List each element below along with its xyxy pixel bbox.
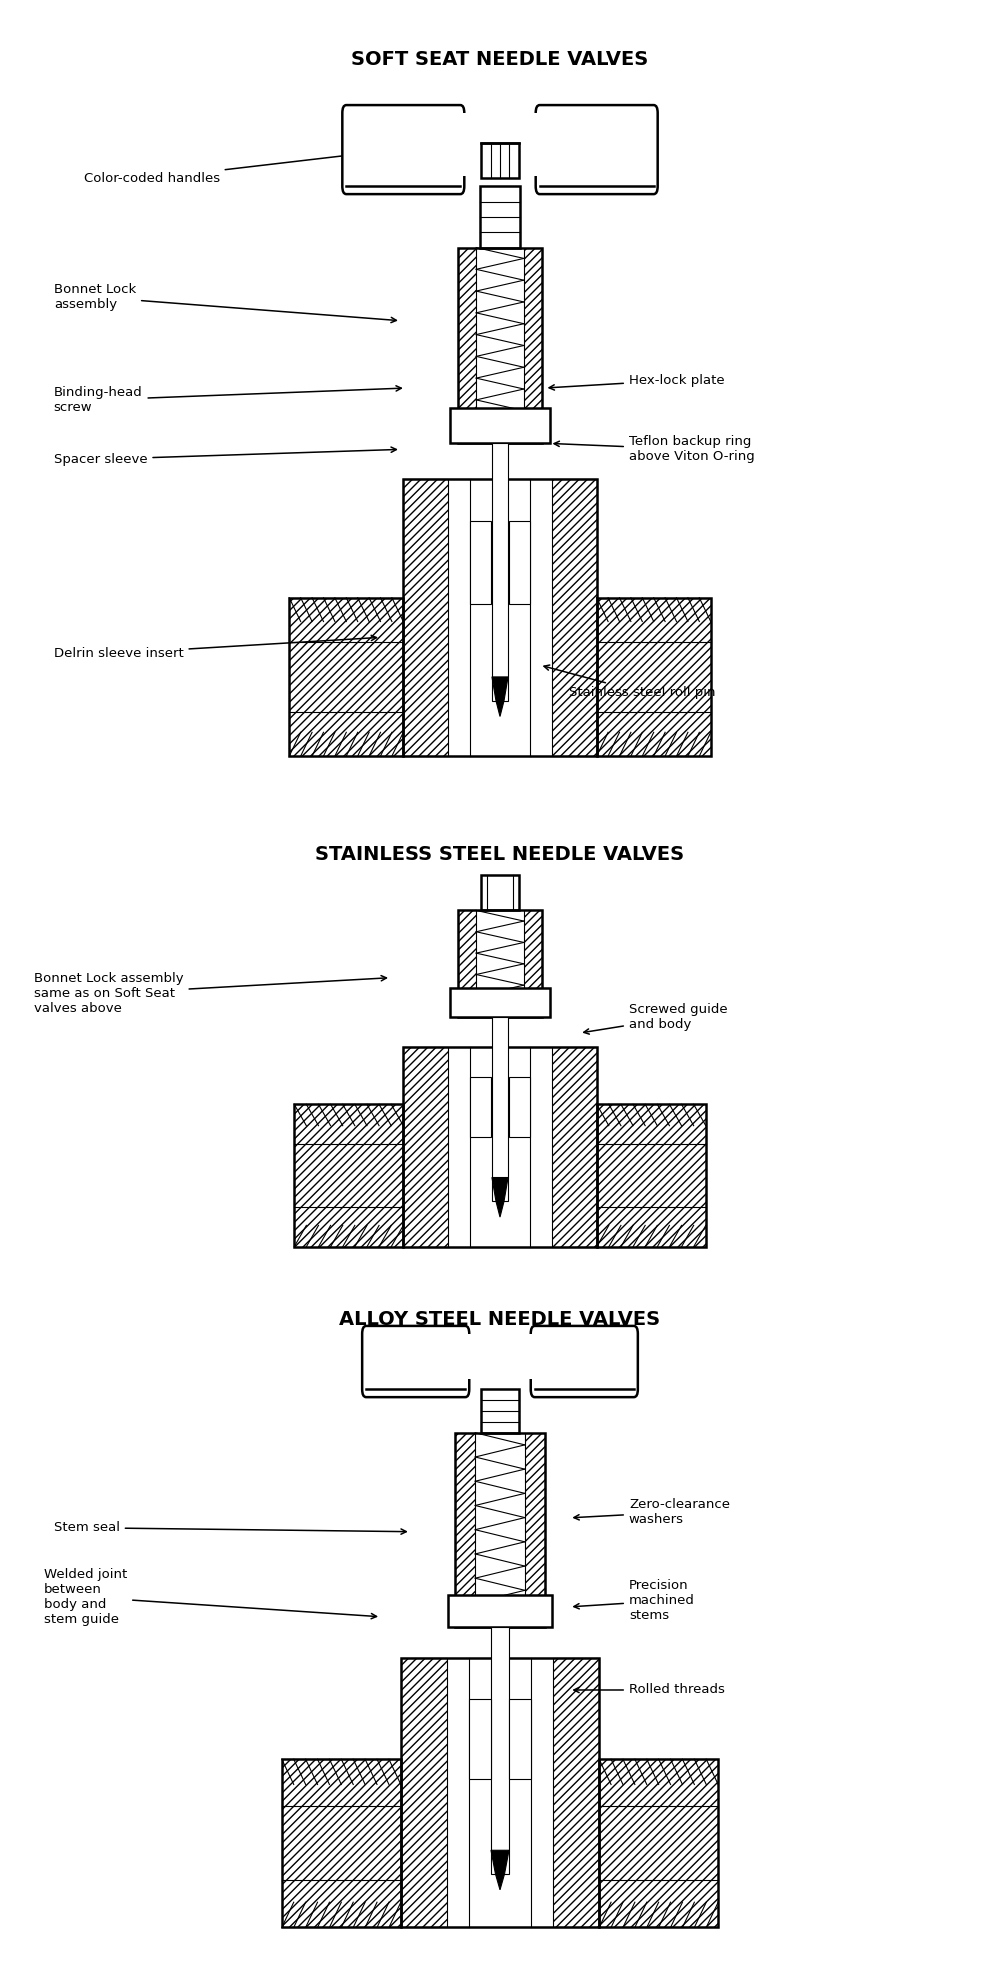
Polygon shape bbox=[524, 910, 542, 1017]
Polygon shape bbox=[289, 598, 403, 757]
Text: Rolled threads: Rolled threads bbox=[574, 1683, 725, 1697]
Bar bbox=[470, 521, 491, 604]
Bar bbox=[458, 910, 542, 1017]
Text: Hex-lock plate: Hex-lock plate bbox=[549, 374, 725, 389]
Bar bbox=[491, 1627, 509, 1874]
Bar bbox=[492, 443, 508, 701]
Text: SOFT SEAT NEEDLE VALVES: SOFT SEAT NEEDLE VALVES bbox=[351, 50, 649, 70]
Polygon shape bbox=[401, 1659, 447, 1927]
Bar bbox=[401, 1659, 599, 1927]
Text: Teflon backup ring
above Viton O-ring: Teflon backup ring above Viton O-ring bbox=[554, 435, 755, 463]
Polygon shape bbox=[542, 407, 550, 443]
Bar bbox=[481, 143, 519, 179]
Bar bbox=[460, 113, 540, 177]
Bar bbox=[492, 1017, 508, 1202]
Bar bbox=[458, 248, 542, 443]
Bar bbox=[403, 479, 597, 757]
Bar bbox=[509, 521, 530, 604]
Text: Stainless steel roll pin: Stainless steel roll pin bbox=[544, 666, 716, 699]
Text: STAINLESS STEEL NEEDLE VALVES: STAINLESS STEEL NEEDLE VALVES bbox=[315, 846, 685, 864]
FancyBboxPatch shape bbox=[536, 105, 658, 195]
Polygon shape bbox=[552, 479, 597, 757]
Polygon shape bbox=[403, 479, 448, 757]
Polygon shape bbox=[491, 1850, 509, 1890]
FancyBboxPatch shape bbox=[531, 1325, 638, 1397]
Polygon shape bbox=[448, 1596, 455, 1627]
Bar bbox=[481, 874, 519, 910]
Polygon shape bbox=[524, 248, 542, 443]
Bar bbox=[509, 1699, 531, 1780]
Polygon shape bbox=[492, 1178, 508, 1218]
Text: Color-coded handles: Color-coded handles bbox=[84, 141, 451, 185]
Polygon shape bbox=[552, 1047, 597, 1246]
Polygon shape bbox=[597, 1105, 706, 1246]
Polygon shape bbox=[458, 910, 476, 1017]
Bar bbox=[450, 407, 550, 443]
Bar bbox=[448, 1596, 552, 1627]
FancyBboxPatch shape bbox=[362, 1325, 469, 1397]
FancyBboxPatch shape bbox=[342, 105, 464, 195]
Text: ALLOY STEEL NEEDLE VALVES: ALLOY STEEL NEEDLE VALVES bbox=[339, 1311, 661, 1329]
Bar bbox=[481, 1389, 519, 1433]
Bar bbox=[465, 1333, 535, 1379]
Polygon shape bbox=[403, 1047, 448, 1246]
Polygon shape bbox=[455, 1433, 475, 1627]
Text: Bonnet Lock assembly
same as on Soft Seat
valves above: Bonnet Lock assembly same as on Soft Sea… bbox=[34, 972, 386, 1015]
Bar bbox=[470, 1077, 491, 1137]
Text: Zero-clearance
washers: Zero-clearance washers bbox=[574, 1498, 730, 1526]
Bar bbox=[480, 187, 520, 248]
Polygon shape bbox=[450, 407, 458, 443]
Polygon shape bbox=[545, 1596, 552, 1627]
Text: Spacer sleeve: Spacer sleeve bbox=[54, 447, 396, 465]
Polygon shape bbox=[282, 1758, 401, 1927]
Text: Precision
machined
stems: Precision machined stems bbox=[574, 1580, 695, 1623]
Polygon shape bbox=[294, 1105, 403, 1246]
Bar bbox=[403, 1047, 597, 1246]
Text: Welded joint
between
body and
stem guide: Welded joint between body and stem guide bbox=[44, 1568, 377, 1625]
Polygon shape bbox=[450, 988, 458, 1017]
Bar bbox=[450, 988, 550, 1017]
Text: Delrin sleeve insert: Delrin sleeve insert bbox=[54, 636, 377, 660]
Text: Stem seal: Stem seal bbox=[54, 1522, 406, 1534]
Text: Screwed guide
and body: Screwed guide and body bbox=[584, 1003, 728, 1033]
Text: Bonnet Lock
assembly: Bonnet Lock assembly bbox=[54, 282, 396, 322]
Polygon shape bbox=[458, 248, 476, 443]
Polygon shape bbox=[542, 988, 550, 1017]
Polygon shape bbox=[492, 678, 508, 717]
Polygon shape bbox=[597, 598, 711, 757]
Polygon shape bbox=[553, 1659, 599, 1927]
Text: Binding-head
screw: Binding-head screw bbox=[54, 385, 401, 413]
Bar bbox=[469, 1699, 491, 1780]
Bar bbox=[509, 1077, 530, 1137]
Polygon shape bbox=[525, 1433, 545, 1627]
Bar bbox=[455, 1433, 545, 1627]
Polygon shape bbox=[599, 1758, 718, 1927]
